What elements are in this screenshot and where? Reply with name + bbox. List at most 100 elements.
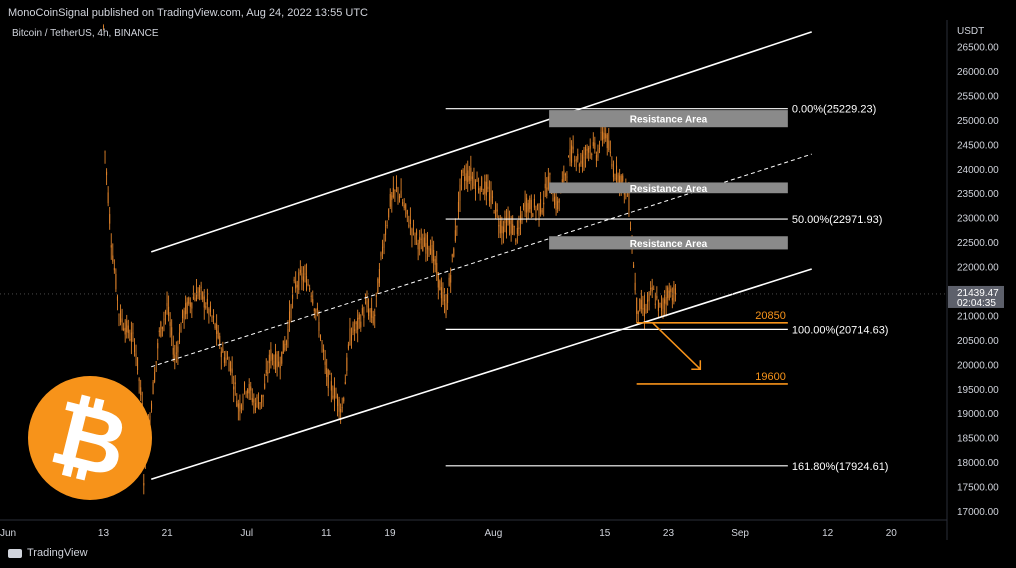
bitcoin-logo: ₿: [28, 376, 152, 500]
candle-body: [450, 275, 452, 283]
candle-body: [462, 170, 464, 173]
candle-body: [440, 287, 442, 299]
candle-body: [371, 308, 373, 318]
candle-body: [292, 294, 294, 299]
candle-body: [155, 361, 157, 363]
candle-body: [251, 398, 253, 403]
candle-body: [130, 332, 132, 342]
candle-body: [471, 176, 473, 179]
candle-body: [112, 255, 114, 262]
candle-body: [197, 291, 199, 297]
candle-body: [405, 204, 407, 210]
candle-body: [543, 202, 545, 205]
symbol-info: Bitcoin / TetherUS, 4h, BINANCE: [12, 28, 159, 39]
candle-body: [459, 184, 461, 201]
candle-body: [391, 195, 393, 201]
candle-body: [567, 156, 569, 158]
candle-body: [443, 299, 445, 302]
candle-body: [237, 403, 239, 409]
candle-body: [642, 308, 644, 310]
candle-body: [138, 378, 140, 382]
candle-body: [464, 176, 466, 182]
candle-body: [335, 396, 337, 398]
candle-body: [264, 383, 266, 389]
candle-body: [510, 220, 512, 234]
candle-body: [569, 149, 571, 162]
candle-body: [188, 297, 190, 304]
candle-body: [617, 174, 619, 185]
x-tick-label-6: Aug: [485, 528, 503, 539]
candle-body: [544, 183, 546, 189]
y-tick-label-6: 20000.00: [957, 360, 999, 371]
candle-body: [619, 175, 621, 186]
candle-body: [319, 335, 321, 340]
candle-body: [375, 293, 377, 297]
candle-body: [620, 175, 622, 188]
candle-body: [183, 310, 185, 320]
candle-body: [271, 354, 273, 360]
candle-body: [316, 307, 318, 310]
candle-body: [175, 352, 177, 354]
candle-body: [386, 225, 388, 227]
candle-body: [340, 408, 342, 413]
resistance-label-2: Resistance Area: [630, 239, 708, 250]
candle-body: [426, 234, 428, 250]
candle-body: [608, 140, 610, 151]
candle-body: [609, 151, 611, 154]
candle-body: [640, 300, 642, 309]
candle-body: [154, 371, 156, 382]
candle-body: [168, 306, 170, 317]
candle-body: [350, 334, 352, 341]
candle-body: [507, 217, 509, 223]
y-tick-label-16: 25000.00: [957, 116, 999, 127]
tradingview-brand[interactable]: TradingView: [8, 547, 88, 559]
y-tick-label-1: 17500.00: [957, 483, 999, 494]
candle-body: [461, 170, 463, 180]
candle-body: [552, 197, 554, 202]
candle-body: [282, 340, 284, 354]
candle-body: [597, 149, 599, 158]
candle-body: [231, 368, 233, 373]
candle-body: [639, 298, 641, 311]
candle-body: [363, 314, 365, 318]
candle-body: [273, 360, 275, 367]
candle-body: [129, 339, 131, 341]
candle-body: [346, 357, 348, 371]
candle-body: [451, 254, 453, 257]
candle-body: [261, 395, 263, 403]
candle-body: [360, 321, 362, 328]
candle-body: [337, 395, 339, 407]
candle-body: [309, 287, 311, 290]
candle-body: [160, 321, 162, 337]
candle-body: [605, 133, 607, 139]
candle-body: [223, 357, 225, 363]
y-tick-label-11: 22500.00: [957, 238, 999, 249]
candle-body: [344, 381, 346, 385]
fibonacci-levels: 0.00%(25229.23) 50.00%(22971.93) 100.00%(2…: [445, 104, 888, 473]
candles: [102, 24, 676, 495]
candle-body: [253, 399, 255, 403]
candle-body: [102, 25, 104, 28]
candle-body: [454, 230, 456, 241]
candle-body: [219, 335, 221, 346]
candle-body: [293, 279, 295, 282]
candle-body: [577, 153, 579, 160]
candle-body: [137, 357, 139, 371]
candle-body: [541, 209, 543, 213]
candle-body: [400, 190, 402, 198]
candle-body: [492, 196, 494, 198]
candle-body: [425, 243, 427, 254]
candle-body: [361, 308, 363, 314]
x-tick-label-4: 11: [321, 528, 332, 539]
candle-body: [265, 370, 267, 374]
candle-body: [529, 198, 531, 210]
candle-body: [470, 167, 472, 181]
candle-body: [594, 142, 596, 149]
candle-body: [343, 398, 345, 402]
candle-body: [302, 276, 304, 282]
candle-body: [202, 292, 204, 300]
candle-body: [248, 384, 250, 394]
candle-body: [540, 199, 542, 215]
candle-body: [389, 193, 391, 207]
